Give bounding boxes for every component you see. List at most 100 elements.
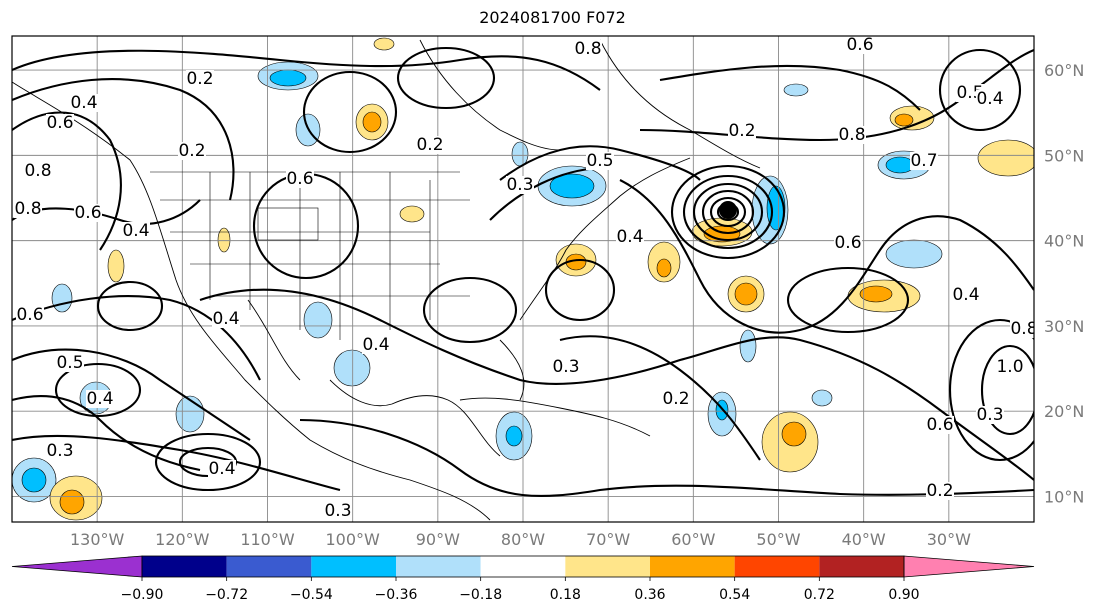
latitude-label: 30°N — [1044, 317, 1084, 336]
longitude-label: 50°W — [756, 530, 800, 549]
anomaly-blob — [781, 421, 807, 447]
contour-label-bg — [74, 204, 102, 222]
contour-line — [639, 49, 1034, 142]
contour-label: 0.8 — [24, 161, 51, 181]
colorbar-tick-label: 0.54 — [719, 587, 750, 603]
contour-label-bg — [86, 390, 114, 408]
longitude-label: 40°W — [842, 530, 886, 549]
contour-label: 0.4 — [952, 285, 979, 305]
caribbean-islands — [459, 397, 651, 437]
anomaly-blob — [175, 395, 205, 433]
contour-label: 0.2 — [416, 135, 443, 155]
anomaly-blob — [656, 258, 672, 278]
contour-label: 0.2 — [186, 69, 213, 89]
colorbar-extend-high — [903, 555, 1035, 578]
contour-label-bg — [212, 310, 240, 328]
contour-line — [422, 276, 518, 344]
contour-line — [12, 111, 122, 251]
longitude-label: 130°W — [70, 530, 125, 549]
anomaly-blob — [505, 425, 523, 447]
contour-label: 0.4 — [208, 459, 235, 479]
contour-line — [12, 434, 341, 492]
latitude-label: 50°N — [1044, 146, 1084, 165]
contour-label: 0.6 — [834, 233, 861, 253]
contour-label-bg — [46, 114, 74, 132]
contour-label: 0.4 — [86, 389, 113, 409]
contour-label: 0.5 — [586, 151, 613, 171]
contour-label-bg — [926, 482, 954, 500]
contour-line — [396, 46, 496, 110]
colorbar-segment — [396, 556, 481, 577]
contour-label-bg — [846, 36, 874, 54]
latitude-label: 60°N — [1044, 61, 1084, 80]
longitude-label: 100°W — [325, 530, 380, 549]
contour-line — [199, 288, 1034, 481]
contour-line — [948, 318, 1034, 462]
colorbar-tick-label: −0.18 — [459, 587, 502, 603]
contour-line — [12, 49, 601, 91]
contour-label-bg — [1010, 320, 1034, 338]
anomaly-blob — [894, 113, 914, 127]
contour-label-bg — [16, 306, 44, 324]
colorbar-segment — [650, 556, 735, 577]
contour-label: 0.6 — [46, 113, 73, 133]
coastlines — [12, 39, 761, 521]
contour-line — [559, 335, 761, 461]
low-pressure-contour — [701, 189, 755, 235]
anomaly-blob — [977, 139, 1034, 177]
contour-label-bg — [996, 358, 1024, 376]
colorbar-segment — [480, 556, 566, 577]
anomaly-blob — [303, 301, 333, 339]
contour-label-bg — [46, 442, 74, 460]
colorbar-tick-label: −0.36 — [375, 587, 418, 603]
colorbar: −0.90 −0.72 −0.54 −0.36 −0.18 0.18 0.36 0.54 0.7… — [11, 555, 1035, 603]
contour-line — [619, 179, 1034, 334]
contour-label-bg — [70, 94, 98, 112]
contour-label: 0.5 — [56, 353, 83, 373]
anomaly-blob — [21, 467, 47, 493]
contour-label-bg — [838, 126, 866, 144]
contour-line — [299, 418, 1034, 498]
contour-label-bg — [926, 416, 954, 434]
contour-label: 0.3 — [506, 175, 533, 195]
map-title: 2024081700 F072 — [479, 8, 626, 27]
colorbar-tick-label: −0.54 — [290, 587, 333, 603]
latitude-label: 20°N — [1044, 402, 1084, 421]
longitude-label: 110°W — [240, 530, 295, 549]
low-pressure-contour — [709, 196, 747, 228]
contour-label-bg — [662, 390, 690, 408]
contour-label: 0.2 — [728, 121, 755, 141]
colorbar-tick-label: 0.36 — [634, 587, 665, 603]
contour-label: 0.6 — [846, 35, 873, 55]
atlantic-coastline — [519, 157, 691, 321]
anomaly-blob — [783, 83, 809, 97]
colorbar-tick-label: 0.18 — [550, 587, 581, 603]
contour-line — [938, 48, 1022, 132]
contour-label: 0.6 — [74, 203, 101, 223]
hudson-bay-coast — [419, 39, 561, 151]
contour-label-bg — [910, 152, 938, 170]
contour-label-bg — [24, 162, 52, 180]
state-lines-vertical — [209, 172, 431, 340]
contour-label-bg — [178, 142, 206, 160]
longitude-label: 90°W — [416, 530, 460, 549]
contour-label-bg — [552, 358, 580, 376]
contour-label: 0.4 — [70, 93, 97, 113]
contour-label-bg — [834, 234, 862, 252]
florida-coast — [499, 339, 525, 401]
contour-labels: 0.20.40.60.80.40.20.60.80.50.40.60.30.30… — [14, 35, 1034, 521]
pacific-coastline — [12, 81, 491, 521]
contour-line — [980, 344, 1034, 436]
colorbar-tick-label: −0.72 — [205, 587, 248, 603]
baja-california — [247, 299, 301, 381]
contour-line — [786, 266, 910, 334]
contour-label-bg — [728, 122, 756, 140]
contour-label: 0.7 — [910, 151, 937, 171]
contour-line — [12, 295, 261, 381]
contour-line — [154, 432, 262, 492]
contour-label: 0.2 — [178, 141, 205, 161]
state-box — [257, 207, 319, 241]
anomaly-blob — [217, 227, 231, 253]
anomaly-blob — [739, 329, 757, 363]
